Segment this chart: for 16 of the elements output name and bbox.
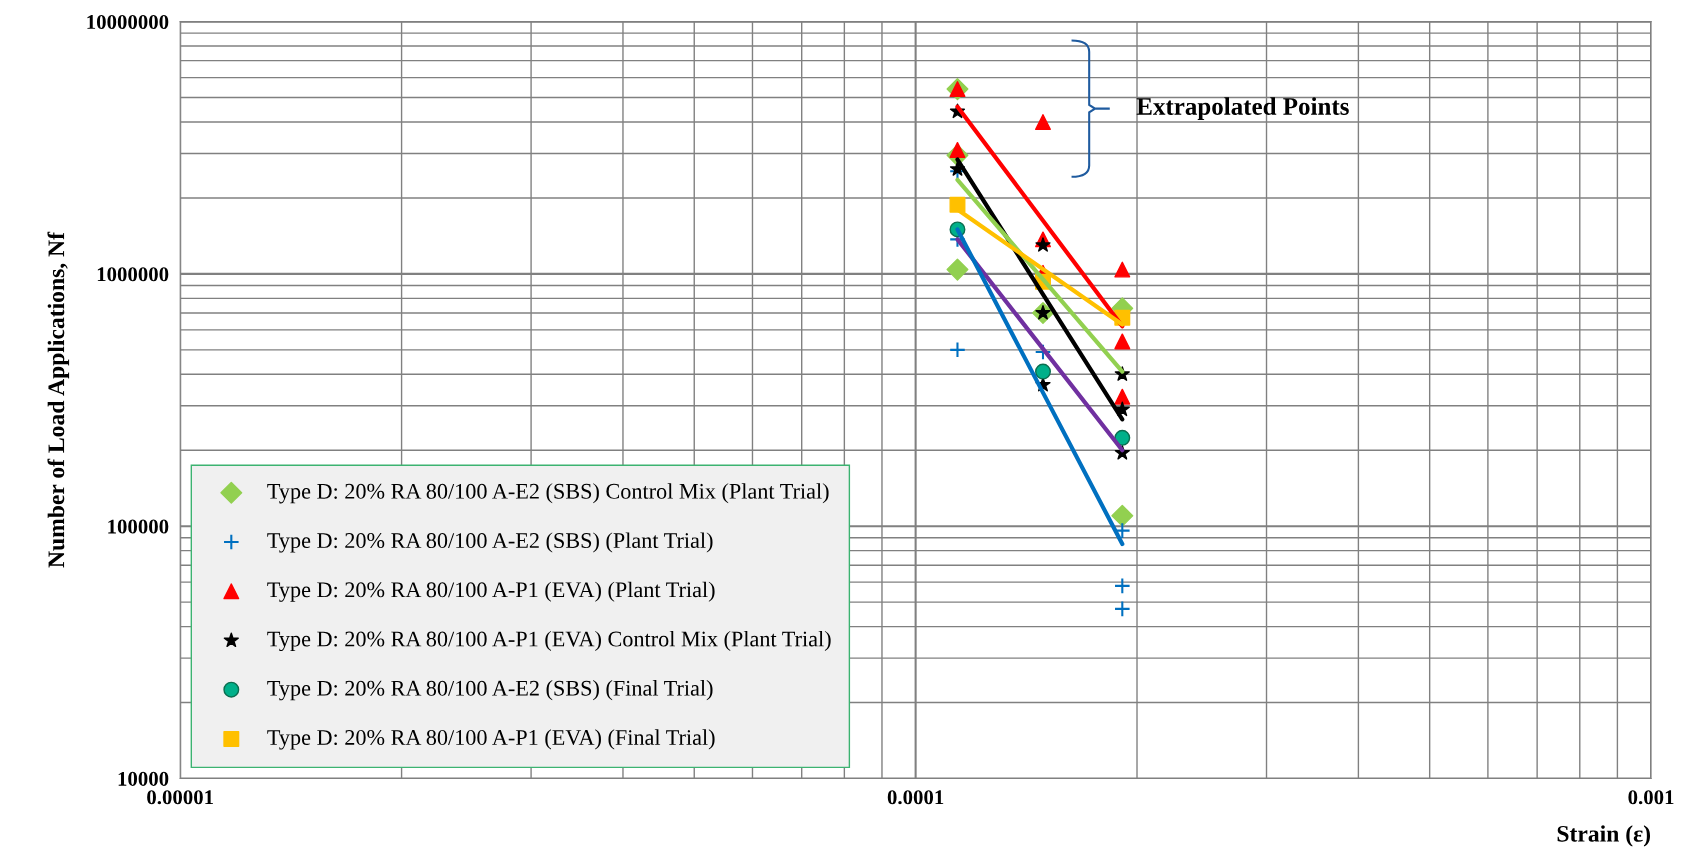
legend-label: Type D: 20% RA 80/100 A-E2 (SBS) (Plant Trial) [267, 532, 713, 553]
legend-label: Type D: 20% RA 80/100 A-P1 (EVA) (Plant Trial) [267, 581, 715, 602]
legend-label: Type D: 20% RA 80/100 A-P1 (EVA) (Final Trial) [267, 729, 715, 750]
y-tick-label: 1000000 [97, 267, 169, 282]
legend-label: Type D: 20% RA 80/100 A-E2 (SBS) (Final Trial) [267, 680, 713, 701]
x-axis-title: Strain (ε) [1557, 825, 1651, 847]
x-tick-label: 0.001 [1628, 790, 1674, 805]
x-tick-label: 0.00001 [147, 790, 213, 805]
x-tick-label: 0.0001 [887, 790, 944, 805]
legend-label: Type D: 20% RA 80/100 A-P1 (EVA) Control Mix (Plant Trial) [267, 630, 831, 652]
annotation: Extrapolated Points [1136, 97, 1349, 120]
y-axis-title: Number of Load Applications, Nf [47, 231, 70, 568]
legend-label: Type D: 20% RA 80/100 A-E2 (SBS) Control Mix (Plant Trial) [267, 483, 829, 504]
y-tick-label: 100000 [108, 519, 169, 534]
y-tick-label: 10000 [118, 771, 169, 786]
y-tick-label: 10000000 [87, 14, 169, 30]
